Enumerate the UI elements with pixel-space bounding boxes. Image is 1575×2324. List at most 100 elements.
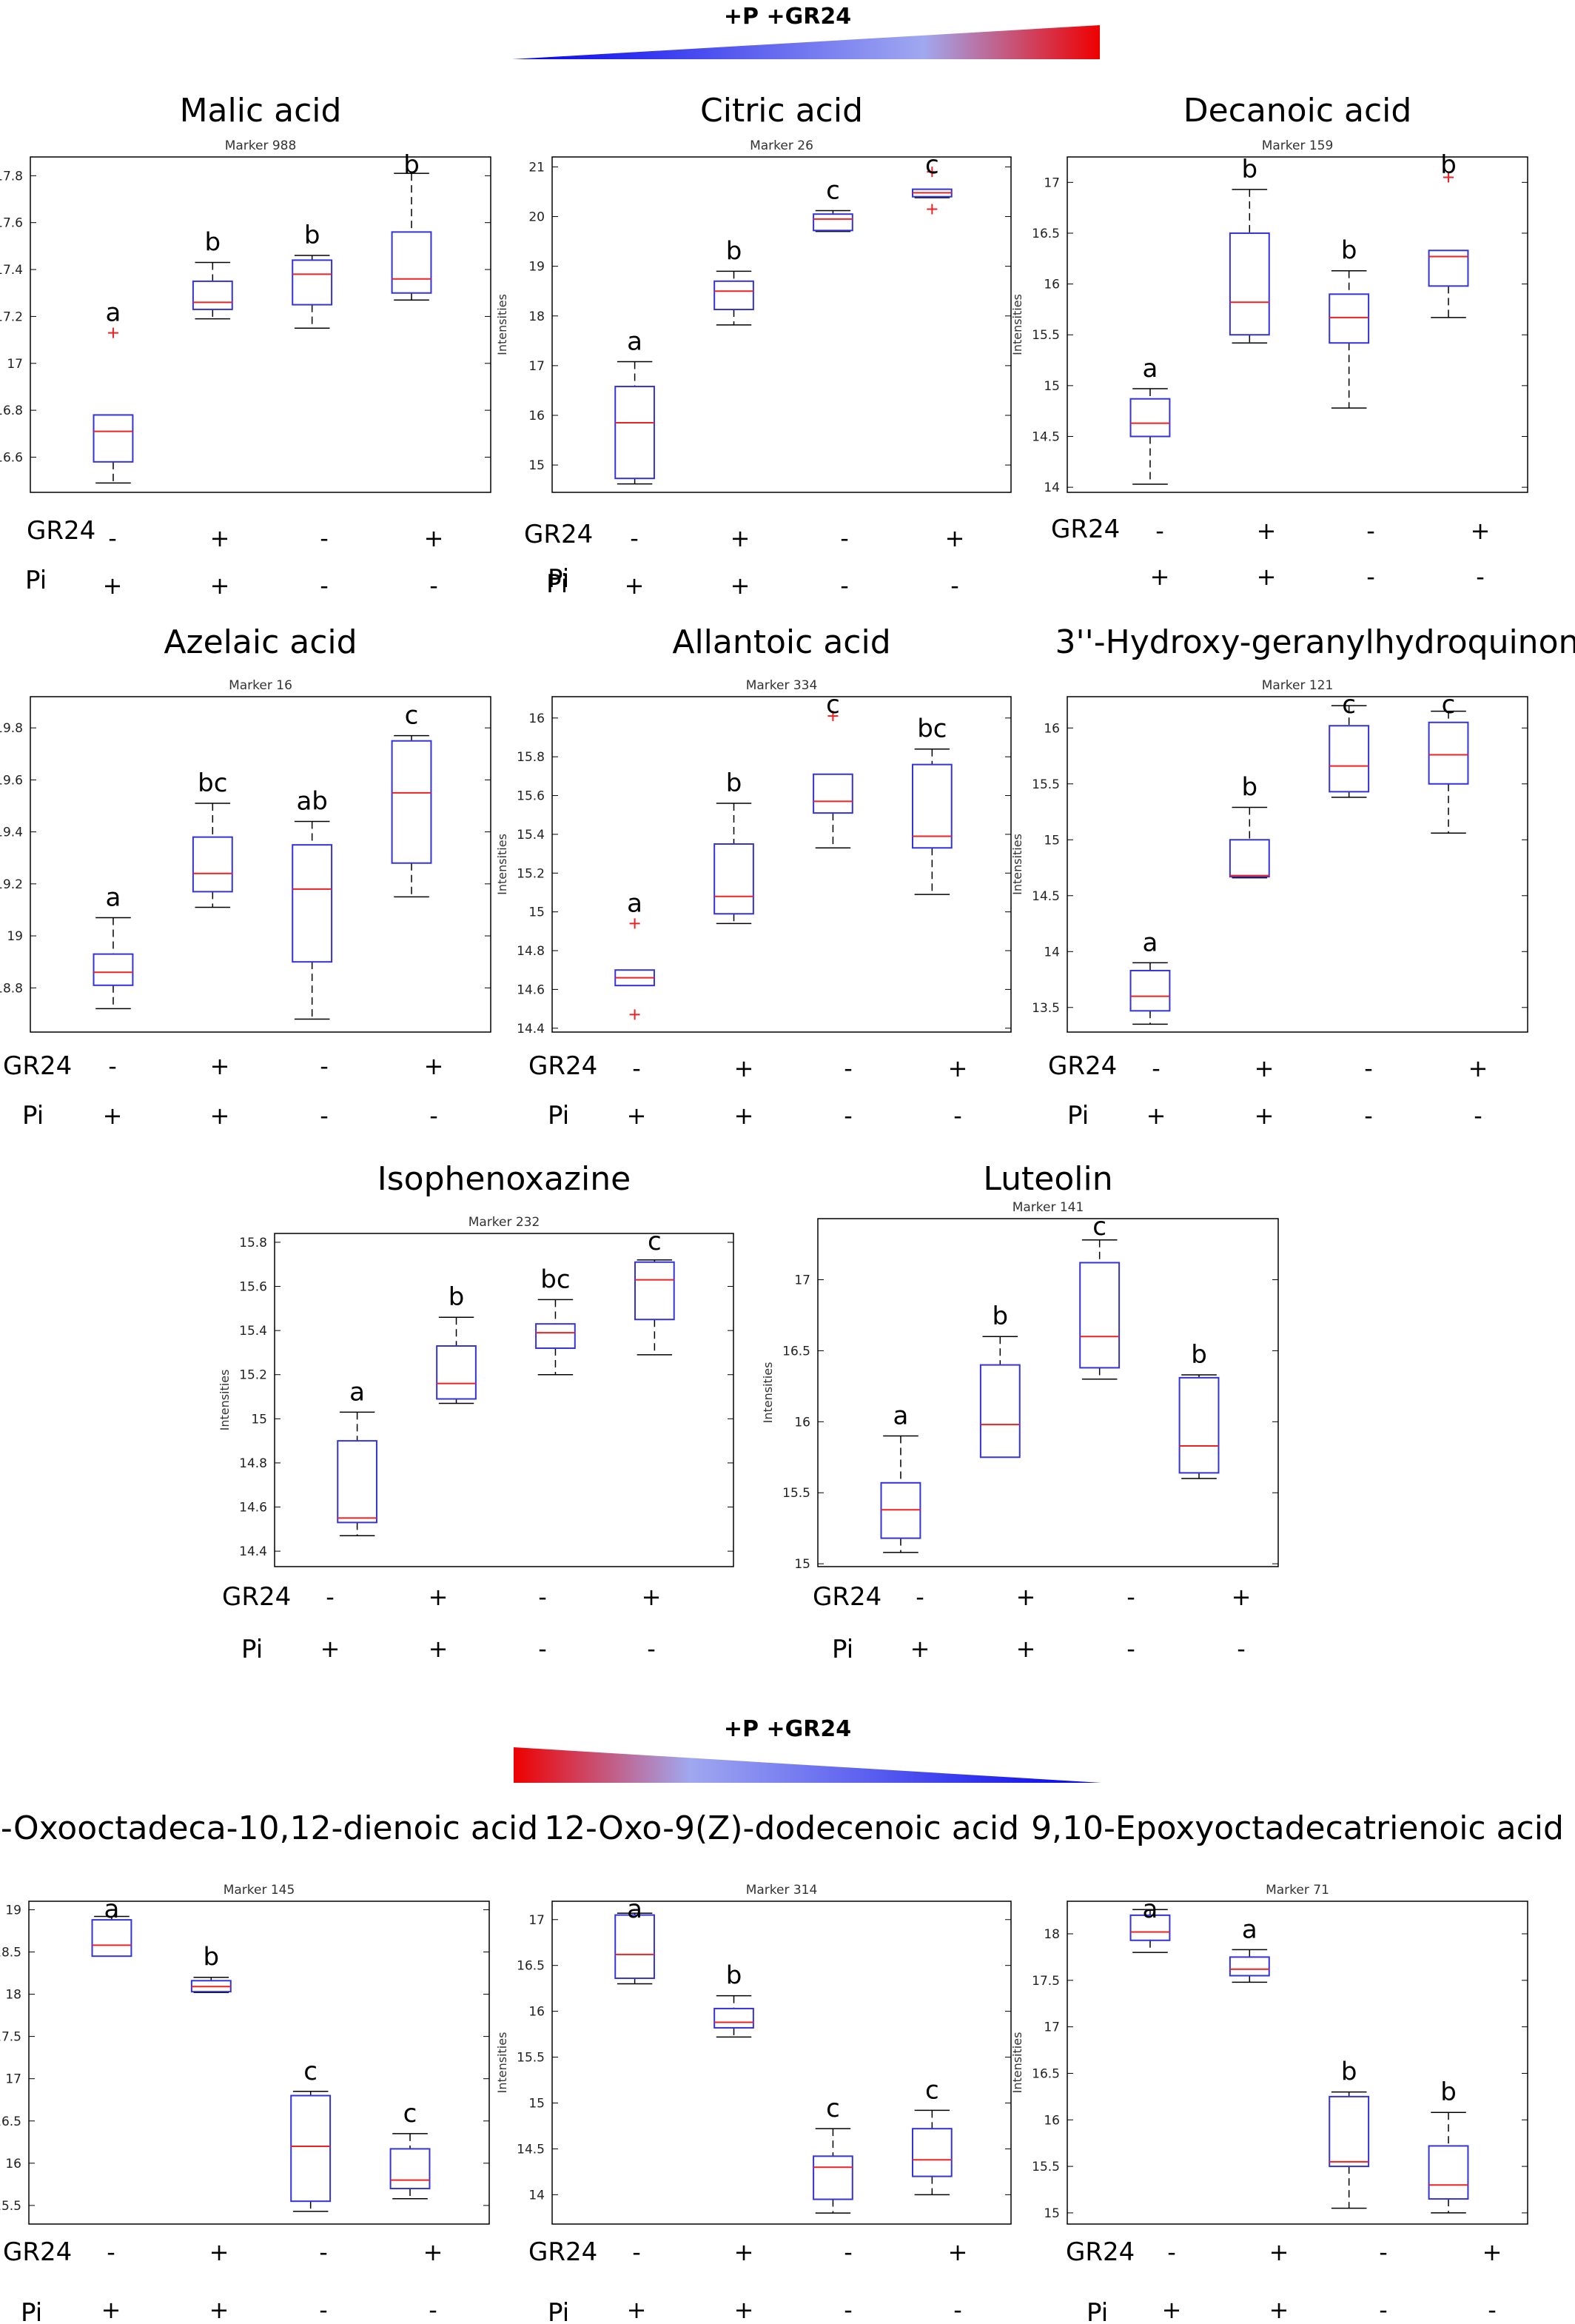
pi-value: +: [1146, 1102, 1166, 1130]
box-iqr: [93, 953, 134, 986]
significance-letter: a: [1242, 1915, 1257, 1944]
gr24-value: +: [210, 1052, 230, 1080]
gr24-value: +: [945, 524, 965, 552]
pi-value: +: [320, 1635, 340, 1663]
pi-value: +: [209, 2296, 229, 2324]
plot-frame: [551, 1901, 1012, 2225]
gr24-row-label: GR24: [1048, 1051, 1117, 1081]
gr24-row-label: GR24: [3, 1051, 72, 1081]
box-group: c: [813, 175, 853, 232]
y-tick-label: 17.2: [0, 309, 23, 324]
chart-title: Decanoic acid: [1183, 92, 1412, 130]
y-tick-label: 14.5: [1032, 430, 1060, 445]
gr24-value: -: [632, 2238, 641, 2266]
chart-subtitle: Marker 334: [746, 678, 818, 693]
y-tick-label: 19.8: [0, 721, 23, 736]
significance-letter: c: [403, 2099, 417, 2129]
box-group: a: [1129, 354, 1171, 485]
y-tick-label: 15.6: [517, 789, 545, 804]
y-tick-label: 14: [528, 2188, 545, 2203]
box-group: a: [614, 327, 655, 485]
pi-row-label: Pi: [546, 569, 568, 599]
gr24-value: +: [948, 2238, 968, 2266]
significance-letter: b: [993, 1302, 1009, 1331]
pi-row-label: Pi: [1087, 2298, 1108, 2324]
significance-letter: ab: [296, 787, 327, 817]
pi-row-label: Pi: [548, 2298, 569, 2324]
box-iqr: [436, 1344, 477, 1400]
pi-row-label: Pi: [21, 2298, 42, 2324]
significance-letter: bc: [917, 714, 947, 744]
gradient-header-bottom: +P +GR24: [514, 1716, 1101, 1783]
y-tick-label: 19.4: [0, 826, 23, 840]
chart-title: Azelaic acid: [164, 623, 357, 661]
pi-value: +: [1162, 2296, 1182, 2324]
plot-frame: [1067, 1901, 1528, 2225]
significance-letter: c: [648, 1227, 662, 1256]
y-tick-label: 21: [528, 160, 545, 175]
pi-value: -: [320, 572, 329, 600]
box-group: a: [93, 298, 134, 484]
y-tick-label: 15.2: [517, 866, 545, 881]
pi-row-label: Pi: [832, 1635, 853, 1664]
y-tick-label: 18.8: [0, 981, 23, 996]
box-iqr: [1329, 293, 1370, 344]
gr24-value: +: [642, 1583, 662, 1611]
box-group: bc: [535, 1265, 576, 1376]
y-tick-label: 20: [528, 210, 545, 225]
y-axis-label: Intensities: [1010, 834, 1024, 895]
y-tick-label: 19: [5, 1903, 21, 1918]
box-group: b: [979, 1302, 1021, 1459]
pi-value: -: [320, 1102, 329, 1130]
y-tick-label: 15.6: [239, 1280, 267, 1295]
gr24-value: -: [326, 1583, 335, 1611]
box-iqr: [1329, 2095, 1370, 2168]
gr24-value: -: [538, 1583, 547, 1611]
pi-value: -: [1488, 2296, 1497, 2324]
y-tick-label: 17.4: [0, 263, 23, 278]
box-group: b: [1329, 2057, 1370, 2209]
gr24-row-label: GR24: [528, 2237, 597, 2267]
box-group: b: [192, 228, 233, 320]
y-tick-label: 19.2: [0, 877, 23, 892]
y-tick-label: 15: [528, 458, 545, 473]
significance-letter: b: [403, 150, 420, 180]
y-tick-label: 15.5: [1032, 777, 1060, 792]
box-iqr: [1178, 1376, 1220, 1474]
significance-letter: bc: [198, 768, 227, 798]
box-group: a: [1229, 1915, 1270, 1983]
gr24-row-label: GR24: [1051, 515, 1120, 544]
plot-frame: [30, 156, 491, 493]
significance-letter: a: [106, 883, 121, 912]
pi-value: -: [319, 2296, 328, 2324]
box-group: c: [1079, 1212, 1121, 1380]
panel-grid: Malic acid Marker 988 Intensities 16.6 16.8 1…: [0, 92, 1575, 2324]
y-tick-label: 16.6: [0, 450, 23, 465]
box-group: b: [1178, 1340, 1220, 1479]
y-tick-label: 18: [1044, 1927, 1060, 1942]
y-tick-label: 14.6: [517, 982, 545, 997]
box-group: a: [93, 883, 134, 1010]
chart-title: Allantoic acid: [672, 623, 890, 661]
significance-letter: b: [204, 1943, 220, 1972]
box-group: a: [1129, 928, 1171, 1025]
y-tick-label: 13.5: [1032, 1001, 1060, 1016]
y-axis-label: Intensities: [1010, 294, 1024, 355]
gr24-row-label: GR24: [813, 1582, 881, 1612]
y-axis-label: Intensities: [1010, 2032, 1024, 2094]
box-iqr: [391, 231, 432, 294]
significance-letter: b: [1191, 1340, 1207, 1370]
box-iqr: [91, 1919, 132, 1958]
significance-letter: a: [627, 327, 642, 356]
chart-title: 3''-Hydroxy-geranylhydroquinone: [1055, 623, 1575, 661]
y-tick-label: 16: [1044, 721, 1060, 736]
box-group: a: [91, 1895, 132, 1958]
plot-frame: [274, 1233, 734, 1567]
significance-letter: b: [726, 768, 742, 798]
box-iqr: [713, 280, 754, 311]
significance-letter: b: [1440, 150, 1457, 180]
gr24-value: -: [107, 2238, 115, 2266]
box-group: c: [634, 1227, 675, 1356]
y-tick-label: 16: [528, 2005, 545, 2020]
